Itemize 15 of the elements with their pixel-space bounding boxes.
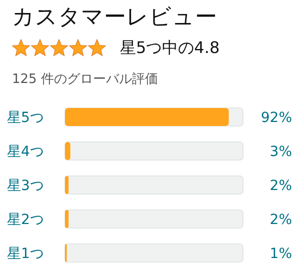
data-label: 3% — [270, 144, 292, 160]
text: 125 件のグローバル評価 — [12, 71, 158, 88]
data-label: 1% — [270, 246, 292, 262]
y-tick-label: 星4つ — [7, 144, 44, 160]
bar — [65, 176, 69, 194]
data-label: 2% — [270, 178, 292, 194]
data-label: 92% — [260, 110, 292, 126]
y-tick-label: 星2つ — [7, 212, 44, 228]
y-tick-label: 星3つ — [7, 178, 44, 194]
data-label: 2% — [270, 212, 292, 228]
chart-title: カスタマーレビュー — [12, 4, 217, 32]
y-tick-label: 星1つ — [7, 246, 44, 262]
bar — [65, 210, 69, 228]
chart-subtitle: 星5つ中の4.8 — [120, 38, 220, 59]
y-tick-label: 星5つ — [7, 110, 44, 126]
